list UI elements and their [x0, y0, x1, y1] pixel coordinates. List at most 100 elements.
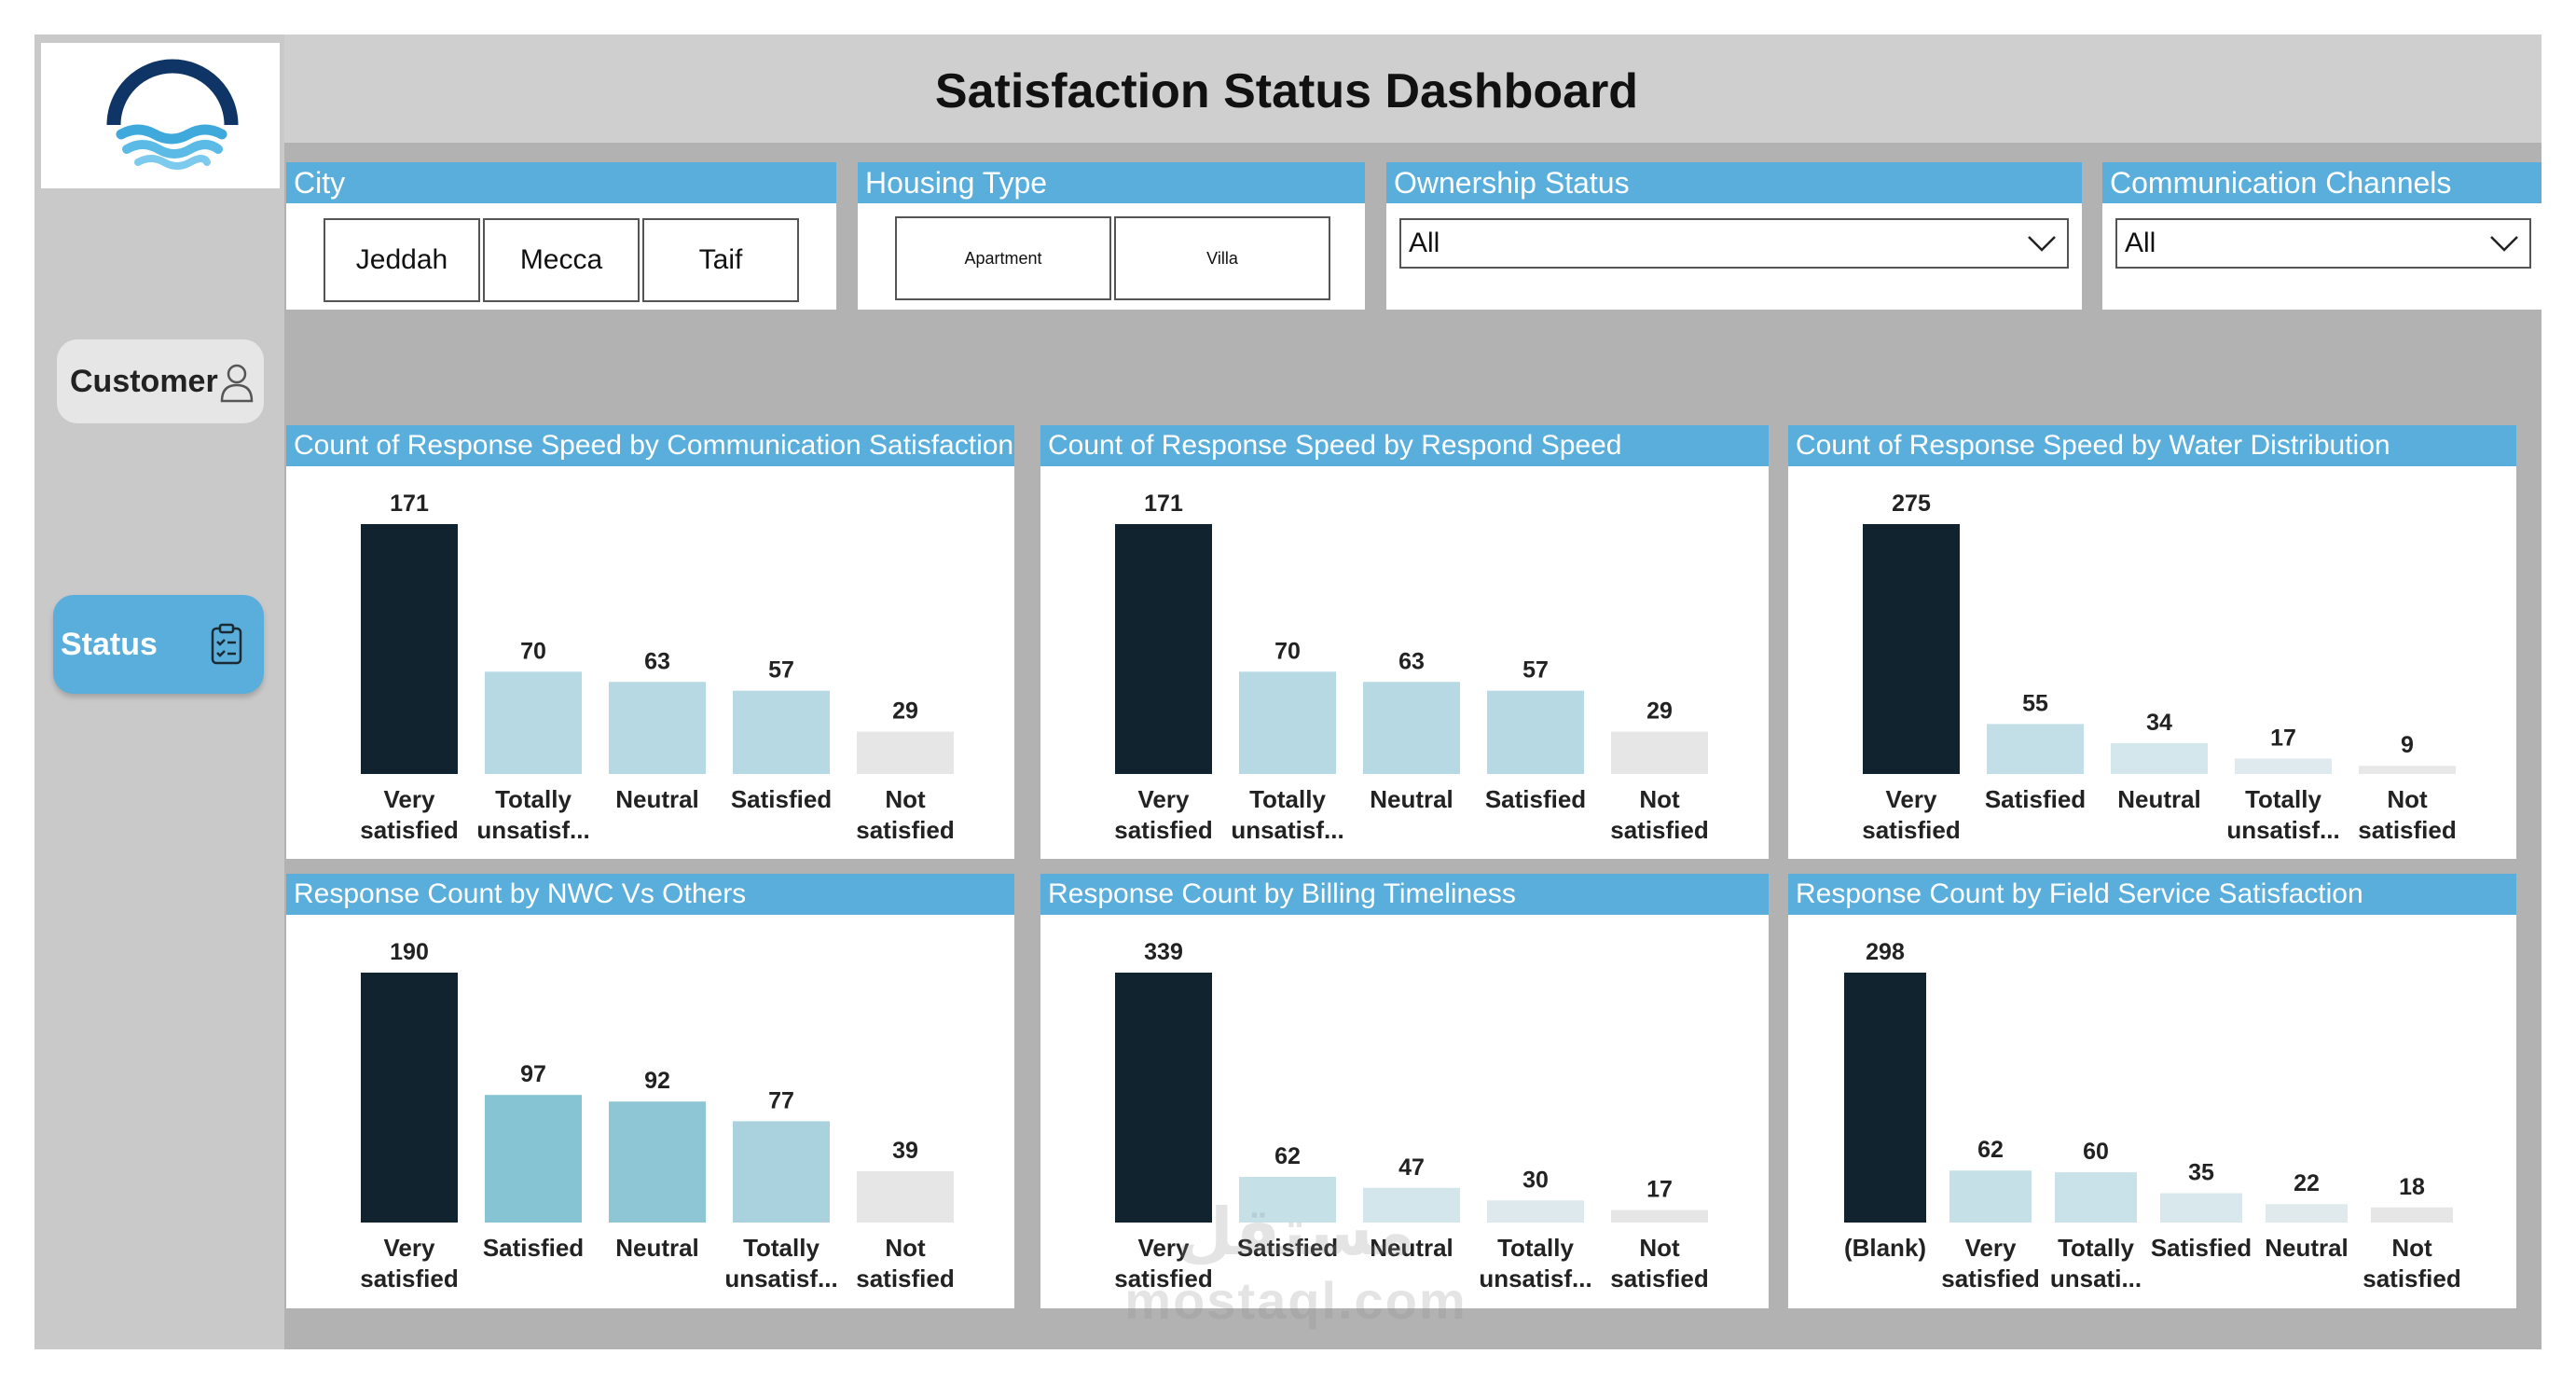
data-label-3: 35 [2188, 1160, 2214, 1186]
category-label-1: Satisfied [1237, 1234, 1338, 1262]
bar-3[interactable] [1487, 690, 1584, 774]
chart-title: Count of Response Speed by Communication… [286, 425, 1014, 466]
category-label-5: satisfied [2362, 1265, 2461, 1292]
housing-slicer-title: Housing Type [858, 162, 1365, 203]
bar-4[interactable] [2359, 766, 2456, 774]
water-logo-icon [106, 59, 239, 170]
housing-option-villa[interactable]: Villa [1114, 216, 1330, 300]
category-label-4: Not [1639, 1234, 1680, 1262]
data-label-0: 275 [1892, 491, 1931, 517]
bar-3[interactable] [2160, 1193, 2242, 1223]
chart-title: Response Count by Billing Timeliness [1040, 874, 1769, 915]
category-label-4: Not [1639, 785, 1680, 813]
chart-water-distribution: Count of Response Speed by Water Distrib… [1788, 425, 2516, 859]
category-label-1: Satisfied [1985, 785, 2086, 813]
bar-1[interactable] [485, 671, 582, 774]
bar-0[interactable] [1844, 973, 1926, 1223]
housing-option-apartment[interactable]: Apartment [895, 216, 1111, 300]
nav-status-button[interactable]: Status [53, 595, 264, 694]
bar-3[interactable] [2235, 758, 2332, 774]
category-label-3: Totally [2245, 785, 2321, 813]
category-label-4: satisfied [2358, 816, 2457, 844]
chart-title: Response Count by NWC Vs Others [286, 874, 1014, 915]
category-label-2: Neutral [1370, 1234, 1453, 1262]
category-label-4: Neutral [2265, 1234, 2349, 1262]
chart-nwc-vs-others: Response Count by NWC Vs Others 190 Very s… [286, 874, 1014, 1308]
data-label-1: 62 [1274, 1143, 1301, 1169]
data-label-2: 34 [2146, 710, 2172, 736]
bar-chart-plot: 190 Very satisfied 97 Satisfied 92 Neutral 77 To… [360, 939, 955, 1292]
checklist-icon [211, 623, 242, 665]
category-label-4: satisfied [856, 1265, 955, 1292]
city-option-mecca[interactable]: Mecca [483, 218, 640, 302]
bar-2[interactable] [1363, 1187, 1460, 1223]
bar-2[interactable] [2055, 1172, 2137, 1223]
category-label-4: satisfied [1610, 816, 1709, 844]
data-label-4: 39 [892, 1138, 918, 1164]
ownership-dropdown[interactable]: All [1399, 218, 2069, 269]
category-label-2: Neutral [1370, 785, 1453, 813]
bar-1[interactable] [1949, 1170, 2032, 1223]
page-title: Satisfaction Status Dashboard [934, 64, 1639, 118]
bar-4[interactable] [1611, 731, 1708, 774]
category-label-5: Not [2391, 1234, 2432, 1262]
bar-4[interactable] [2266, 1204, 2348, 1223]
bar-1[interactable] [485, 1095, 582, 1223]
category-label-0: satisfied [1114, 1265, 1213, 1292]
bar-0[interactable] [361, 973, 458, 1223]
category-label-1: Satisfied [483, 1234, 584, 1262]
channels-dropdown[interactable]: All [2115, 218, 2531, 269]
bar-1[interactable] [1987, 724, 2084, 774]
bar-3[interactable] [733, 690, 830, 774]
bar-2[interactable] [609, 682, 706, 774]
bar-3[interactable] [733, 1121, 830, 1223]
data-label-4: 17 [1646, 1177, 1673, 1203]
bar-5[interactable] [2371, 1207, 2453, 1223]
category-label-0: Very [1138, 785, 1190, 813]
bar-4[interactable] [857, 731, 954, 774]
category-label-1: Very [1965, 1234, 2017, 1262]
bar-4[interactable] [857, 1170, 954, 1223]
title-band [284, 35, 2542, 143]
data-label-4: 22 [2294, 1170, 2320, 1196]
data-label-1: 70 [520, 638, 546, 664]
bar-1[interactable] [1239, 1176, 1336, 1223]
data-label-2: 47 [1398, 1154, 1425, 1181]
category-label-2: Totally [2058, 1234, 2134, 1262]
bar-0[interactable] [1863, 524, 1960, 774]
logo [41, 43, 280, 188]
bar-0[interactable] [361, 524, 458, 774]
category-label-3: Totally [1497, 1234, 1574, 1262]
city-option-jeddah[interactable]: Jeddah [324, 218, 480, 302]
bar-0[interactable] [1115, 524, 1212, 774]
category-label-2: Neutral [615, 785, 699, 813]
category-label-0: Very [384, 785, 435, 813]
bar-3[interactable] [1487, 1200, 1584, 1223]
category-label-3: unsatisf... [724, 1265, 837, 1292]
nav-customer-button[interactable]: Customer [57, 339, 264, 423]
bar-2[interactable] [1363, 682, 1460, 774]
bar-chart-plot: 339 Very satisfied 62 Satisfied 47 Neutral 30 To… [1114, 939, 1709, 1292]
category-label-2: unsati... [2050, 1265, 2142, 1292]
category-label-4: Not [2387, 785, 2428, 813]
nav-status-label: Status [61, 626, 158, 662]
category-label-2: Neutral [615, 1234, 699, 1262]
bar-1[interactable] [1239, 671, 1336, 774]
data-label-0: 190 [390, 939, 429, 965]
category-label-1: unsatisf... [1231, 816, 1343, 844]
bar-2[interactable] [2111, 742, 2208, 774]
data-label-4: 29 [1646, 698, 1673, 725]
category-label-3: unsatisf... [1479, 1265, 1591, 1292]
data-label-1: 70 [1274, 638, 1301, 664]
category-label-0: satisfied [1862, 816, 1961, 844]
bar-4[interactable] [1611, 1209, 1708, 1223]
category-label-4: satisfied [856, 816, 955, 844]
city-option-taif[interactable]: Taif [642, 218, 799, 302]
category-label-3: Totally [743, 1234, 820, 1262]
category-label-0: Very [384, 1234, 435, 1262]
category-label-3: unsatisf... [2226, 816, 2339, 844]
channels-dropdown-value: All [2125, 228, 2156, 258]
bar-0[interactable] [1115, 973, 1212, 1223]
bar-2[interactable] [609, 1101, 706, 1223]
data-label-3: 17 [2270, 725, 2296, 751]
